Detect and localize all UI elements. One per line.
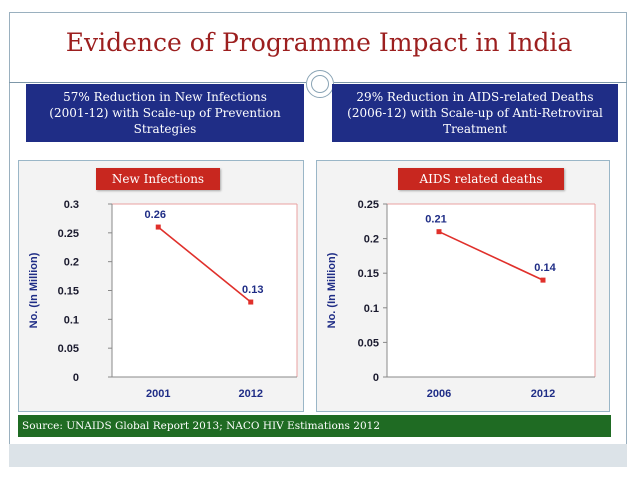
y-tick-label: 0 [73, 372, 79, 384]
data-point [155, 224, 161, 230]
chart-new-infections: 0 0.05 0.1 0.15 0.2 0.25 0.3 No. (In Million) 20… [28, 199, 298, 400]
y-tick-label: 0.3 [64, 199, 79, 211]
y-tick-label: 0.25 [58, 228, 79, 240]
y-axis-label: No. (In Million) [28, 252, 40, 328]
banner-left-line-1: 57% Reduction in New Infections [63, 90, 267, 104]
y-tick-label: 0.25 [358, 199, 379, 211]
y-tick-label: 0.05 [358, 337, 379, 349]
data-label: 0.14 [534, 262, 556, 274]
y-tick-label: 0.15 [58, 286, 79, 298]
chart-title-aids-deaths: AIDS related deaths [398, 168, 564, 190]
y-tick-label: 0.05 [58, 343, 79, 355]
banner-left-line-3: Strategies [133, 122, 197, 136]
chart-title-new-infections: New Infections [96, 168, 220, 190]
banner-new-infections: 57% Reduction in New Infections (2001-12… [26, 84, 304, 142]
divider-ornament-inner [311, 75, 329, 93]
data-label: 0.26 [145, 209, 166, 221]
data-point [248, 299, 254, 305]
banner-left-line-2: (2001-12) with Scale-up of Prevention [49, 106, 281, 120]
y-tick-label: 0.1 [64, 314, 79, 326]
chart-panel-new-infections: 0 0.05 0.1 0.15 0.2 0.25 0.3 No. (In Million) 20… [18, 160, 304, 412]
y-tick-label: 0.2 [364, 234, 379, 246]
banner-right-line-3: Treatment [443, 122, 507, 136]
banner-right-line-1: 29% Reduction in AIDS-related Deaths [356, 90, 594, 104]
y-axis-label: No. (In Million) [326, 252, 338, 328]
chart-aids-deaths: 0 0.05 0.1 0.15 0.2 0.25 No. (In Million) 2006 2… [326, 199, 596, 400]
slide-title: Evidence of Programme Impact in India [65, 28, 573, 57]
title-divider-right [334, 82, 627, 83]
x-tick-label: 2001 [146, 388, 170, 400]
banner-right-line-2: (2006-12) with Scale-up of Anti-Retrovir… [347, 106, 603, 120]
x-tick-label: 2012 [239, 388, 263, 400]
title-divider-left [9, 82, 306, 83]
y-tick-label: 0.2 [64, 257, 79, 269]
data-label: 0.21 [425, 214, 446, 226]
y-tick-label: 0.15 [358, 268, 379, 280]
data-label: 0.13 [242, 284, 263, 296]
plot-area [112, 204, 297, 377]
plot-area [387, 204, 595, 377]
x-tick-label: 2012 [531, 388, 555, 400]
series-line [157, 226, 252, 303]
banner-aids-deaths: 29% Reduction in AIDS-related Deaths (20… [332, 84, 618, 142]
data-point [540, 277, 546, 283]
source-note: Source: UNAIDS Global Report 2013; NACO … [18, 415, 611, 437]
y-tick-label: 0.1 [364, 303, 379, 315]
data-point [436, 229, 442, 235]
series-line [438, 230, 544, 281]
slide-footer-band [9, 444, 627, 467]
y-tick-label: 0 [373, 372, 379, 384]
x-tick-label: 2006 [427, 388, 451, 400]
chart-panel-aids-deaths: 0 0.05 0.1 0.15 0.2 0.25 No. (In Million) 2006 2… [316, 160, 610, 412]
divider-ornament-icon [306, 70, 334, 98]
